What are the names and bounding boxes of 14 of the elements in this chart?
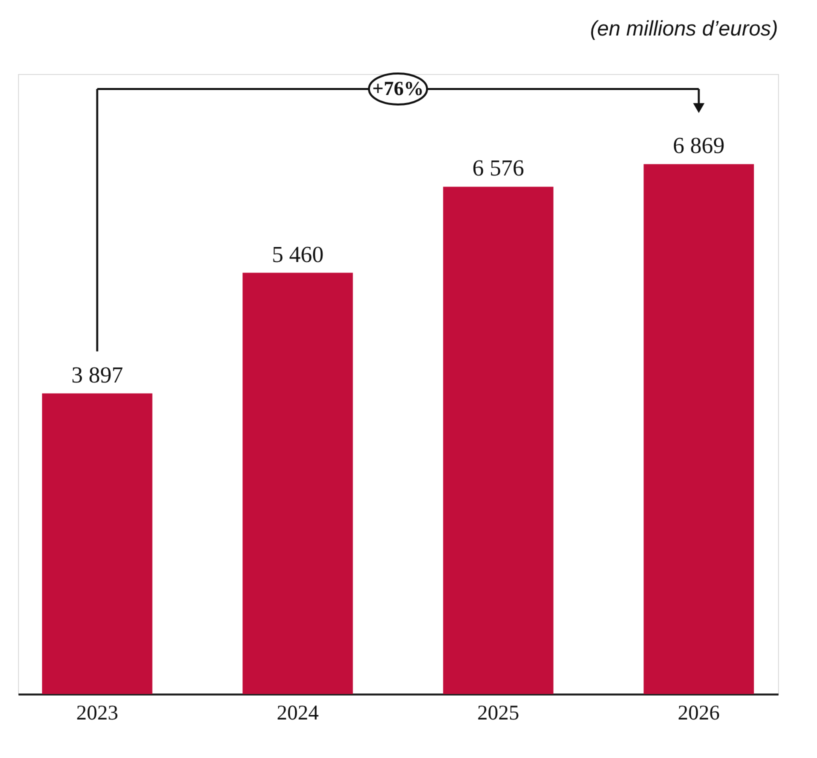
bar [443, 186, 554, 694]
text: +76% [372, 78, 424, 100]
data-label: 6 869 [672, 133, 725, 158]
data-label: 6 576 [472, 156, 524, 181]
bar [242, 272, 353, 694]
data-label: 3 897 [71, 362, 124, 388]
text: (en millions d’euros) [590, 18, 778, 41]
x-tick-label: 2023 [76, 700, 118, 724]
bar [42, 393, 152, 694]
x-tick-label: 2026 [678, 700, 720, 724]
data-label: 5 460 [272, 242, 324, 267]
bar [644, 164, 754, 694]
x-tick-label: 2024 [276, 700, 320, 724]
x-tick-label: 2025 [477, 700, 520, 724]
